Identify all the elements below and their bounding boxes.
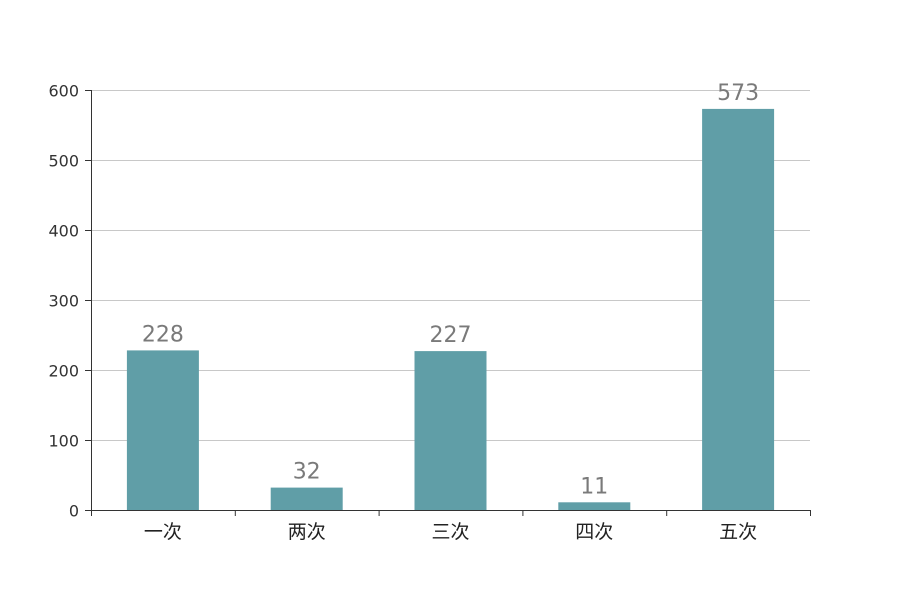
bar-3 [414,351,487,510]
x-category-label: 四次 [575,521,613,543]
bar-value-label: 573 [717,81,759,106]
bar-1 [126,350,199,510]
y-tick-label: 400 [48,222,79,241]
y-tick-label: 100 [48,432,79,451]
y-tick-label: 0 [69,502,79,521]
bar-value-label: 227 [430,323,472,348]
y-tick-label: 500 [48,152,79,171]
x-category-label: 三次 [431,521,469,543]
axes [85,90,811,516]
x-category-label: 五次 [719,521,757,543]
y-tick-label: 300 [48,292,79,311]
bar-value-label: 228 [142,322,184,347]
x-category-label: 一次 [144,521,182,543]
y-tick-label: 600 [48,82,79,101]
bar-value-label: 32 [293,460,321,485]
bar-4 [558,502,631,510]
bar-5 [702,108,775,511]
bars [126,108,775,511]
gridlines [91,90,810,441]
labels: 0 100 200 300 400 500 600 一次 228 两次 32 三次 227 四次 11 五次 5… [48,81,759,543]
bar-2 [270,487,343,510]
x-category-label: 两次 [288,521,326,543]
y-tick-label: 200 [48,362,79,381]
bar-value-label: 11 [580,474,608,499]
